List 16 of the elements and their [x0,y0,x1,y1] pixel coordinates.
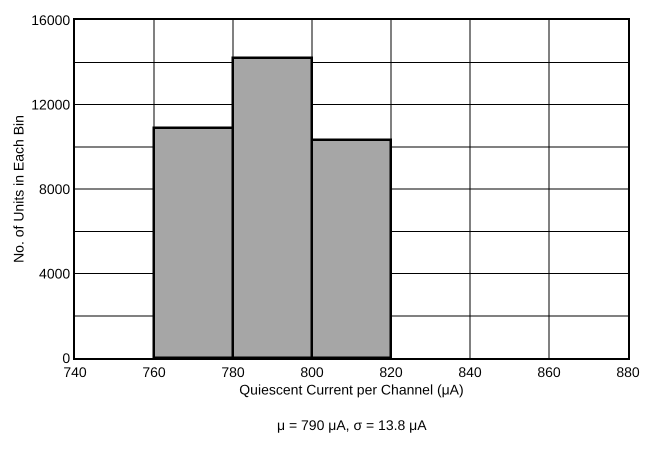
x-axis-title: Quiescent Current per Channel (μA) [239,382,464,398]
y-tick-label: 4000 [39,265,70,282]
y-tick-label: 12000 [31,96,70,112]
x-tick-label: 820 [379,364,403,380]
text: μ = 790 μA, σ = 13.8 μA [277,417,428,433]
y-axis-title: No. of Units in Each Bin [10,115,26,263]
y-tick-label: 0 [62,350,70,366]
y-tick-label: 8000 [39,180,70,197]
x-tick-label: 880 [616,364,640,380]
x-tick-label: 780 [221,364,245,380]
x-tick-label: 800 [300,364,324,380]
x-tick-label: 860 [537,364,561,380]
y-tick-label: 16000 [31,12,70,28]
x-tick-label: 840 [458,364,482,380]
x-tick-label: 740 [63,364,87,380]
x-tick-label: 760 [142,364,166,380]
